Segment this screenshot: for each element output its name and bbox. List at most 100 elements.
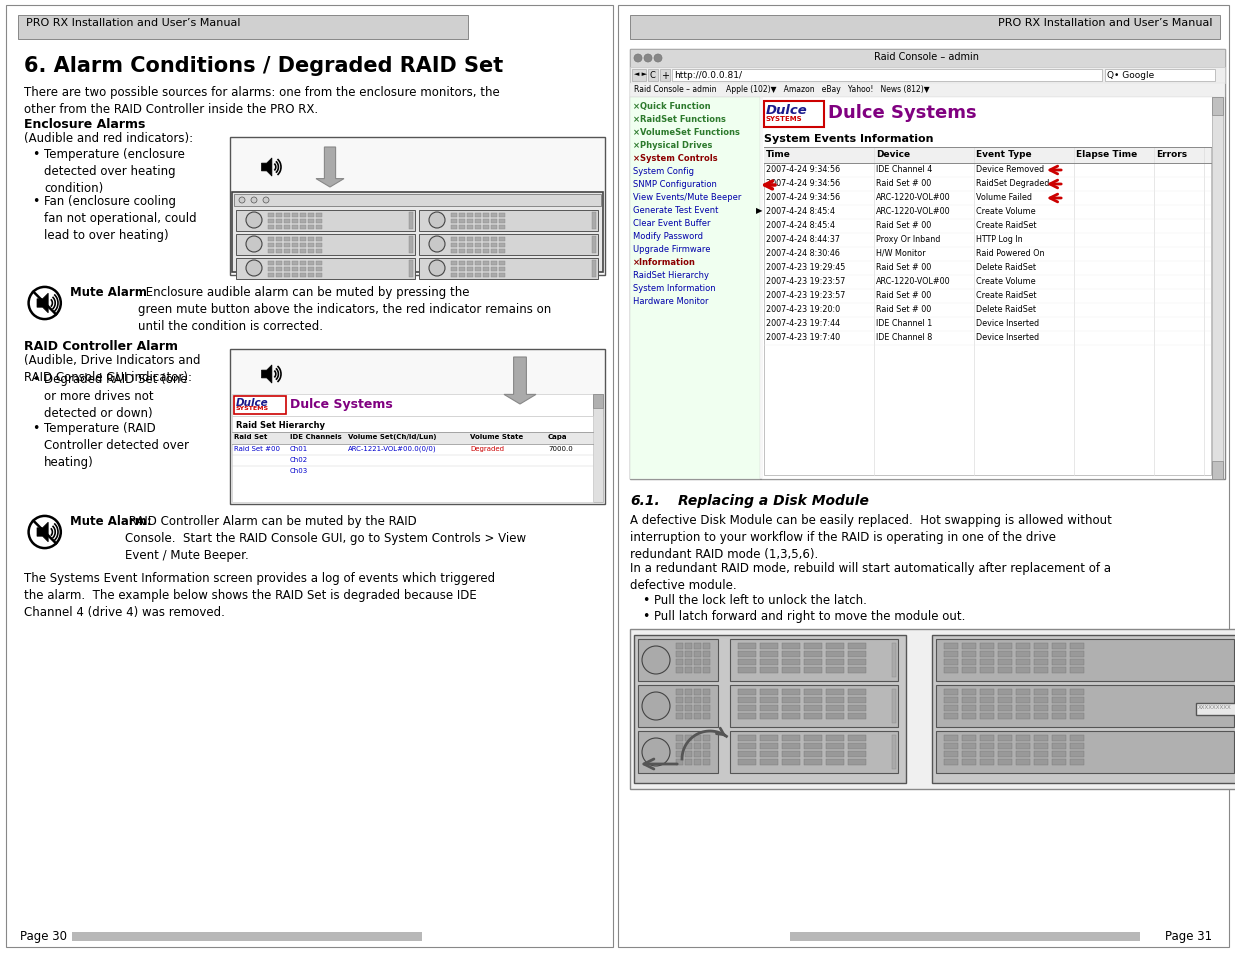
- Bar: [676, 751, 683, 758]
- Bar: [291, 213, 298, 218]
- Bar: [848, 735, 866, 741]
- Bar: [459, 226, 466, 230]
- Bar: [981, 735, 994, 741]
- Bar: [672, 70, 1102, 82]
- Bar: [981, 659, 994, 665]
- Bar: [1052, 689, 1066, 696]
- Bar: [291, 220, 298, 224]
- Bar: [409, 261, 412, 277]
- Bar: [451, 244, 457, 248]
- Bar: [1034, 743, 1049, 749]
- Bar: [694, 760, 701, 765]
- Bar: [981, 667, 994, 673]
- Bar: [1052, 713, 1066, 720]
- Bar: [492, 268, 496, 272]
- Bar: [492, 250, 496, 253]
- Bar: [998, 689, 1011, 696]
- Bar: [483, 220, 489, 224]
- Bar: [764, 102, 824, 128]
- Bar: [593, 395, 603, 502]
- Bar: [703, 760, 710, 765]
- Bar: [826, 651, 844, 658]
- Bar: [483, 262, 489, 266]
- Bar: [804, 667, 823, 673]
- Bar: [630, 84, 1225, 98]
- Bar: [782, 659, 800, 665]
- Bar: [962, 713, 976, 720]
- Bar: [467, 262, 473, 266]
- Bar: [1052, 659, 1066, 665]
- Bar: [492, 213, 496, 218]
- Bar: [804, 689, 823, 696]
- Bar: [676, 760, 683, 765]
- Text: 2007-4-23 19:23:57: 2007-4-23 19:23:57: [766, 276, 846, 286]
- Bar: [944, 659, 958, 665]
- Bar: [232, 433, 593, 444]
- Bar: [268, 237, 274, 242]
- Bar: [1034, 667, 1049, 673]
- Bar: [459, 250, 466, 253]
- Text: IDE Channel 4: IDE Channel 4: [876, 165, 932, 173]
- Bar: [284, 262, 290, 266]
- Bar: [316, 237, 322, 242]
- Bar: [739, 698, 756, 703]
- Bar: [1070, 667, 1084, 673]
- Bar: [284, 244, 290, 248]
- Bar: [998, 651, 1011, 658]
- Bar: [739, 743, 756, 749]
- Bar: [782, 705, 800, 711]
- Bar: [1052, 651, 1066, 658]
- Bar: [1052, 667, 1066, 673]
- Bar: [998, 751, 1011, 758]
- Text: ×Quick Function: ×Quick Function: [634, 102, 710, 111]
- Bar: [419, 258, 598, 280]
- Bar: [483, 226, 489, 230]
- Bar: [826, 735, 844, 741]
- Bar: [998, 698, 1011, 703]
- Bar: [1016, 659, 1030, 665]
- Bar: [419, 234, 598, 255]
- Bar: [483, 213, 489, 218]
- Bar: [648, 70, 658, 82]
- Bar: [962, 743, 976, 749]
- Bar: [316, 220, 322, 224]
- Bar: [760, 667, 778, 673]
- Text: Raid Set # 00: Raid Set # 00: [876, 263, 931, 272]
- Bar: [739, 667, 756, 673]
- Bar: [459, 237, 466, 242]
- Bar: [826, 689, 844, 696]
- Bar: [703, 643, 710, 649]
- Bar: [694, 643, 701, 649]
- Bar: [685, 659, 692, 665]
- Bar: [230, 138, 605, 275]
- Text: XXXXXXXXX: XXXXXXXXX: [1198, 704, 1231, 709]
- Text: Errors: Errors: [1156, 150, 1187, 159]
- Bar: [848, 705, 866, 711]
- Bar: [492, 226, 496, 230]
- Bar: [451, 268, 457, 272]
- Bar: [72, 932, 422, 941]
- Bar: [284, 226, 290, 230]
- Bar: [962, 667, 976, 673]
- Bar: [782, 760, 800, 765]
- Bar: [291, 226, 298, 230]
- Bar: [703, 659, 710, 665]
- Bar: [703, 713, 710, 720]
- Bar: [760, 643, 778, 649]
- Bar: [291, 250, 298, 253]
- Bar: [268, 244, 274, 248]
- Bar: [291, 262, 298, 266]
- Bar: [630, 68, 1225, 84]
- Bar: [275, 244, 282, 248]
- Bar: [685, 751, 692, 758]
- Polygon shape: [262, 159, 272, 177]
- Bar: [694, 651, 701, 658]
- Text: Modify Password: Modify Password: [634, 232, 703, 241]
- Bar: [848, 667, 866, 673]
- Text: Q• Google: Q• Google: [1107, 71, 1155, 80]
- Bar: [760, 651, 778, 658]
- Text: Capa: Capa: [548, 434, 568, 439]
- Text: There are two possible sources for alarms: one from the enclosure monitors, the
: There are two possible sources for alarm…: [23, 86, 500, 116]
- Bar: [1070, 643, 1084, 649]
- Bar: [284, 237, 290, 242]
